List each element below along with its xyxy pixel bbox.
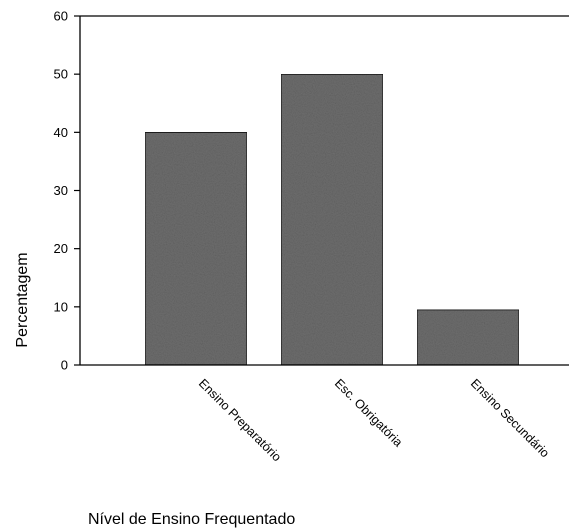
y-tick-label: 10 — [54, 299, 68, 314]
y-tick-label: 20 — [54, 241, 68, 256]
x-tick-label: Ensino Preparatório — [196, 376, 284, 464]
x-tick-label: Esc. Obrigatória — [332, 376, 405, 449]
x-axis-title: Nível de Ensino Frequentado — [88, 511, 295, 528]
y-tick-label: 30 — [54, 183, 68, 198]
y-tick-label: 40 — [54, 125, 68, 140]
y-tick-label: 50 — [54, 67, 68, 82]
y-tick-label: 60 — [54, 9, 68, 24]
x-tick-label: Ensino Secundário — [468, 376, 552, 460]
y-axis-title: Percentagem — [14, 252, 31, 347]
bar-3 — [416, 309, 520, 366]
x-axis-tick-labels: Ensino Preparatório Esc. Obrigatória Ensin… — [196, 376, 552, 464]
bar-1 — [144, 131, 248, 366]
y-axis-ticks: 0 10 20 30 40 50 60 — [54, 9, 80, 373]
bar-2 — [280, 73, 384, 366]
bars-layer — [144, 73, 520, 366]
y-tick-label: 0 — [61, 358, 68, 373]
